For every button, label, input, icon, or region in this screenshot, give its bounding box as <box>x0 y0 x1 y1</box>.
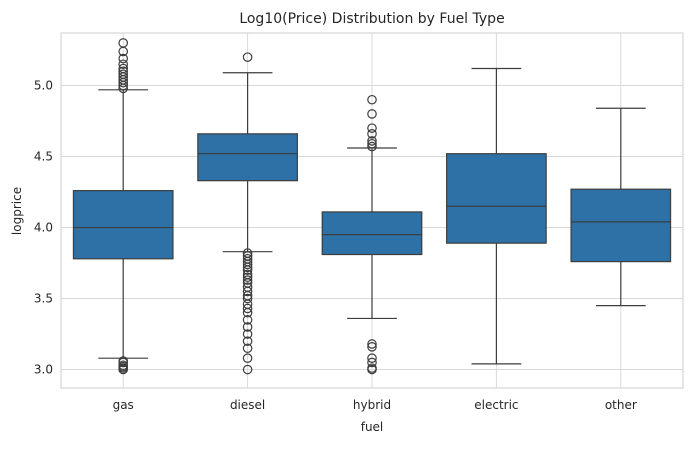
y-tick-label: 3.0 <box>34 363 53 377</box>
outlier-point <box>242 293 253 304</box>
iqr-box <box>72 190 174 260</box>
outlier-point <box>118 356 128 366</box>
box-hybrid <box>321 94 423 375</box>
outlier-point <box>242 269 253 280</box>
outlier-point <box>367 357 377 368</box>
outlier-point <box>367 94 377 105</box>
outlier-point <box>367 141 377 152</box>
outlier-point <box>242 322 253 332</box>
outlier-point <box>242 364 253 375</box>
outlier-point <box>118 360 128 371</box>
x-tick-labels: gas diesel hybrid electric other <box>113 398 637 412</box>
y-tick-label: 4.5 <box>34 150 53 164</box>
outlier-point <box>242 251 253 261</box>
outlier-point <box>118 59 128 70</box>
iqr-box <box>321 211 423 256</box>
outlier-point <box>242 343 253 354</box>
x-axis-label: fuel <box>361 420 384 434</box>
box-other <box>570 107 672 307</box>
y-axis-label: logprice <box>10 187 24 235</box>
x-tick-label: hybrid <box>353 398 391 412</box>
outlier-point <box>242 315 253 325</box>
outlier-point <box>367 129 377 139</box>
outlier-point <box>367 123 377 133</box>
outlier-point <box>242 329 253 339</box>
outlier-point <box>242 253 253 264</box>
outlier-point <box>242 282 253 292</box>
outlier-point <box>367 342 377 352</box>
outlier-point <box>242 336 253 346</box>
outlier-point <box>367 136 377 146</box>
y-tick-label: 5.0 <box>34 79 53 93</box>
iqr-box <box>570 188 672 263</box>
box-gas <box>72 38 174 375</box>
outlier-point <box>118 38 128 48</box>
iqr-box <box>446 153 547 244</box>
outlier-point <box>118 53 128 64</box>
x-tick-label: other <box>605 398 637 412</box>
y-tick-label: 3.5 <box>34 292 53 306</box>
box-electric <box>446 67 547 365</box>
outlier-point <box>367 109 377 119</box>
x-tick-label: diesel <box>230 398 265 412</box>
outlier-point <box>242 52 253 62</box>
iqr-box <box>197 133 298 182</box>
outlier-point <box>242 303 253 314</box>
outlier-point <box>242 275 253 285</box>
outlier-point <box>118 63 128 74</box>
outlier-point <box>367 353 377 363</box>
y-tick-label: 4.0 <box>34 221 53 235</box>
outlier-point <box>242 353 253 363</box>
box-diesel <box>197 52 298 375</box>
outlier-point <box>367 138 377 149</box>
chart-title: Log10(Price) Distribution by Fuel Type <box>239 11 504 27</box>
y-tick-labels: 3.0 3.5 4.0 4.5 5.0 <box>34 79 53 377</box>
outlier-point <box>242 272 253 283</box>
outlier-point <box>118 66 128 77</box>
outlier-point <box>242 248 253 258</box>
x-tick-label: electric <box>474 398 518 412</box>
outlier-point <box>367 339 377 349</box>
x-tick-label: gas <box>113 398 134 412</box>
boxes-layer <box>72 38 672 375</box>
outlier-point <box>118 69 128 79</box>
outlier-point <box>367 363 377 373</box>
